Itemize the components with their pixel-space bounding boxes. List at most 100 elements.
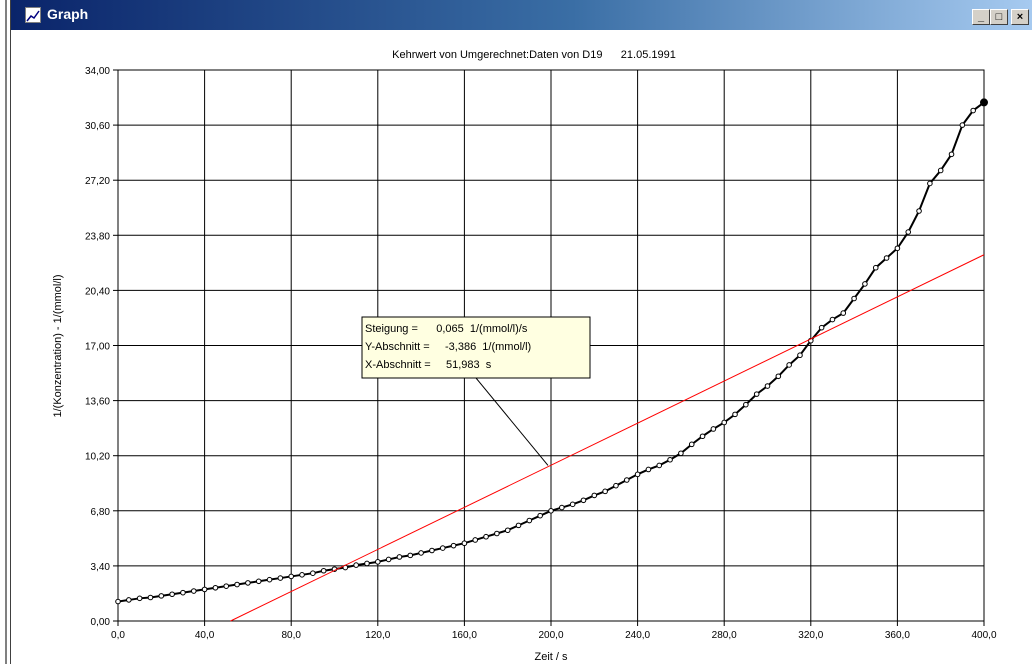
data-point <box>623 477 630 483</box>
data-point <box>699 433 706 440</box>
data-point <box>905 229 912 235</box>
regression-annotation[interactable]: Steigung = 0,065 1/(mmol/l)/s Y-Abschnitt… <box>361 316 591 466</box>
data-point <box>688 441 695 448</box>
close-button[interactable]: × <box>1011 9 1029 25</box>
data-point <box>353 562 359 568</box>
y-tick-label: 20,40 <box>85 286 110 297</box>
x-tick-label: 320,0 <box>798 630 823 641</box>
minimize-button[interactable]: _ <box>972 9 990 25</box>
data-point <box>180 589 186 596</box>
data-point-last <box>980 98 988 107</box>
y-tick-label: 6,80 <box>91 507 111 518</box>
data-point <box>396 554 403 560</box>
x-tick-label: 160,0 <box>452 630 477 641</box>
data-point <box>364 560 370 567</box>
window-frame-left <box>0 0 11 664</box>
x-tick-label: 400,0 <box>971 630 996 641</box>
data-point <box>743 401 749 408</box>
data-point <box>569 501 576 508</box>
x-tick-label: 200,0 <box>538 630 563 641</box>
y-tick-label: 13,60 <box>85 397 110 408</box>
data-point <box>753 391 760 397</box>
data-point <box>407 552 414 559</box>
data-point <box>797 352 803 359</box>
x-tick-label: 40,0 <box>195 630 215 641</box>
chart-series <box>115 98 988 622</box>
data-point <box>439 545 446 551</box>
data-point <box>645 466 652 473</box>
data-point <box>375 559 381 565</box>
data-point <box>829 316 836 323</box>
data-point <box>234 581 240 588</box>
data-point <box>883 255 890 261</box>
annotation-pointer-line <box>475 377 549 466</box>
chart-title: Kehrwert von Umgerechnet:Daten von D19 2… <box>392 49 676 61</box>
data-point <box>526 517 533 524</box>
data-point <box>158 593 165 599</box>
data-point <box>504 527 511 534</box>
data-point <box>710 426 717 432</box>
data-point <box>948 151 955 158</box>
data-point <box>115 598 121 605</box>
y-tick-label: 17,00 <box>85 342 110 353</box>
data-point <box>136 595 143 602</box>
data-point <box>472 537 479 543</box>
chart-ticks: 0,0 40,0 80,0 120,0 160,0 200,0 240,0 280,0 320,… <box>85 66 997 641</box>
data-point <box>634 471 641 478</box>
data-point <box>147 594 154 601</box>
data-point <box>862 281 868 287</box>
data-point <box>190 588 197 594</box>
data-point <box>559 504 565 511</box>
title-bar[interactable]: Graph _ □ × <box>11 0 1032 30</box>
data-point <box>786 362 792 368</box>
data-point <box>310 570 316 576</box>
data-point <box>970 107 976 114</box>
annotation-line: Steigung = 0,065 1/(mmol/l)/s <box>365 323 528 335</box>
y-tick-label: 0,00 <box>91 617 111 628</box>
data-point <box>494 530 500 537</box>
data-point <box>483 533 489 540</box>
data-point <box>602 488 608 495</box>
data-point <box>959 122 966 128</box>
y-tick-label: 23,80 <box>85 231 110 242</box>
regression-line <box>230 254 985 622</box>
data-point <box>418 550 424 556</box>
data-point <box>840 310 847 316</box>
data-point <box>320 567 327 574</box>
x-tick-label: 240,0 <box>625 630 650 641</box>
annotation-box <box>361 316 591 379</box>
data-point <box>927 180 933 187</box>
data-point <box>656 462 663 469</box>
data-point <box>429 547 435 554</box>
annotation-line: Y-Abschnitt = -3,386 1/(mmol/l) <box>365 341 531 353</box>
data-point <box>764 383 771 389</box>
data-point <box>450 542 457 549</box>
y-tick-label: 27,20 <box>85 176 110 187</box>
x-tick-label: 80,0 <box>281 630 301 641</box>
data-point <box>461 540 468 547</box>
data-point <box>937 167 944 174</box>
x-tick-label: 120,0 <box>365 630 390 641</box>
data-point <box>126 597 132 603</box>
chart: Kehrwert von Umgerechnet:Daten von D19 2… <box>52 49 997 663</box>
data-point <box>277 575 284 581</box>
y-axis-label: 1/(Konzentration) - 1/(mmol/l) <box>52 274 64 417</box>
y-tick-label: 3,40 <box>91 562 111 573</box>
maximize-button[interactable]: □ <box>990 9 1008 25</box>
annotation-line: X-Abschnitt = 51,983 s <box>365 359 492 371</box>
data-point <box>916 208 922 214</box>
data-point <box>548 508 554 514</box>
data-point <box>775 373 782 380</box>
x-tick-label: 0,0 <box>111 630 125 641</box>
data-point <box>851 295 857 302</box>
data-point <box>245 580 251 586</box>
data-point <box>732 411 738 418</box>
data-point <box>580 497 587 504</box>
graph-window-icon[interactable] <box>25 7 41 23</box>
data-point <box>201 586 208 593</box>
x-tick-label: 360,0 <box>885 630 910 641</box>
data-point <box>537 512 543 519</box>
data-point <box>613 482 619 489</box>
data-point <box>212 584 219 591</box>
